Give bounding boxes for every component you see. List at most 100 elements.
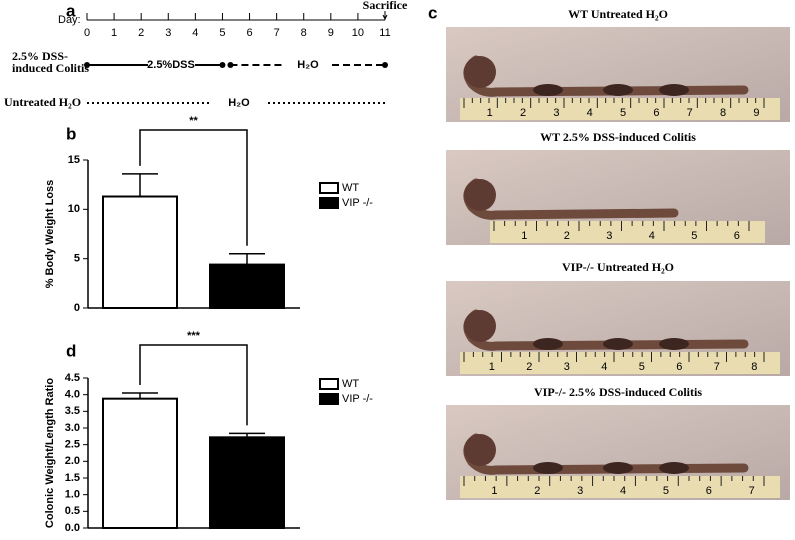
ruler-number: 3 bbox=[606, 230, 612, 242]
error-bar bbox=[229, 432, 265, 438]
y-tick-label: 4.0 bbox=[65, 389, 80, 401]
legend-label: VIP -/- bbox=[342, 393, 373, 405]
ruler bbox=[460, 98, 780, 120]
legend-swatch bbox=[319, 393, 339, 405]
ruler-number: 1 bbox=[487, 107, 493, 119]
bar bbox=[102, 195, 178, 309]
ruler-number: 4 bbox=[601, 361, 607, 373]
ruler-number: 2 bbox=[534, 485, 540, 497]
ruler-number: 5 bbox=[691, 230, 697, 242]
ruler bbox=[490, 221, 765, 243]
fecal-pellet bbox=[659, 338, 689, 350]
error-bar bbox=[229, 252, 265, 265]
phase-dot bbox=[382, 62, 388, 68]
ruler-number: 7 bbox=[749, 485, 755, 497]
y-tick-label: 3.5 bbox=[65, 405, 80, 417]
timeline-day: 9 bbox=[328, 27, 334, 39]
legend-label: WT bbox=[342, 182, 359, 194]
timeline-day: 5 bbox=[219, 27, 225, 39]
cecum bbox=[464, 56, 496, 88]
fecal-pellet bbox=[603, 462, 633, 474]
timeline-day: 3 bbox=[165, 27, 171, 39]
fecal-pellet bbox=[659, 84, 689, 96]
y-tick-label: 2.5 bbox=[65, 439, 80, 451]
ruler-number: 5 bbox=[620, 107, 626, 119]
sacrifice-arrow bbox=[382, 11, 388, 21]
y-tick-label: 15 bbox=[68, 154, 80, 166]
ruler-number: 5 bbox=[639, 361, 645, 373]
ruler-number: 6 bbox=[653, 107, 659, 119]
panel-label: b bbox=[66, 124, 76, 143]
significance-bracket bbox=[139, 344, 248, 426]
y-tick-label: 2.0 bbox=[65, 455, 80, 467]
panel-label: a bbox=[66, 1, 76, 20]
panel-label: c bbox=[428, 3, 437, 22]
day-label: Day: bbox=[58, 14, 81, 26]
sacrifice-label: Sacrifice bbox=[363, 0, 408, 12]
timeline-day: 10 bbox=[352, 27, 364, 39]
ruler-number: 4 bbox=[649, 230, 655, 242]
timeline-day: 11 bbox=[379, 27, 390, 39]
cecum bbox=[464, 434, 496, 466]
row-label: Untreated H₂O bbox=[4, 95, 81, 109]
y-tick-label: 0.0 bbox=[65, 522, 80, 534]
ruler-number: 6 bbox=[706, 485, 712, 497]
timeline-day: 1 bbox=[111, 27, 117, 39]
ruler-number: 5 bbox=[663, 485, 669, 497]
bar bbox=[209, 263, 285, 310]
timeline-day: 6 bbox=[246, 27, 252, 39]
error-bar bbox=[122, 173, 158, 197]
legend-label: VIP -/- bbox=[342, 197, 373, 209]
y-tick-label: 4.5 bbox=[65, 372, 80, 384]
legend-swatch bbox=[319, 197, 339, 209]
ruler-number: 6 bbox=[734, 230, 740, 242]
ruler-number: 1 bbox=[521, 230, 527, 242]
fecal-pellet bbox=[533, 338, 563, 350]
ruler-number: 3 bbox=[564, 361, 570, 373]
timeline-day: 0 bbox=[84, 27, 90, 39]
ruler-number: 2 bbox=[564, 230, 570, 242]
fecal-pellet bbox=[533, 84, 563, 96]
ruler-number: 3 bbox=[553, 107, 559, 119]
phase-dot bbox=[84, 62, 90, 68]
significance-label: *** bbox=[187, 330, 201, 342]
ruler-number: 3 bbox=[577, 485, 583, 497]
timeline-day: 8 bbox=[301, 27, 307, 39]
y-tick-label: 10 bbox=[68, 203, 80, 215]
photo-title: WT Untreated H₂O bbox=[568, 7, 668, 21]
timeline-day: 2 bbox=[138, 27, 144, 39]
ruler-number: 8 bbox=[751, 361, 757, 373]
ruler bbox=[460, 476, 780, 498]
y-tick-label: 0 bbox=[74, 302, 80, 314]
ruler-number: 2 bbox=[526, 361, 532, 373]
y-tick-label: 0.5 bbox=[65, 505, 80, 517]
fecal-pellet bbox=[533, 462, 563, 474]
photo-title: VIP-/- 2.5% DSS-induced Colitis bbox=[534, 385, 702, 399]
photo-title: VIP-/- Untreated H₂O bbox=[562, 260, 674, 274]
ruler bbox=[460, 352, 780, 374]
ruler-number: 8 bbox=[720, 107, 726, 119]
row-label: induced Colitis bbox=[12, 61, 89, 75]
y-tick-label: 1.5 bbox=[65, 472, 80, 484]
ruler-number: 2 bbox=[520, 107, 526, 119]
phase-dot bbox=[227, 62, 234, 68]
cecum bbox=[464, 179, 496, 211]
phase-label: H₂O bbox=[297, 59, 319, 71]
y-axis-label: Colonic Weight/Length Ratio bbox=[44, 378, 56, 528]
y-tick-label: 3.0 bbox=[65, 422, 80, 434]
fecal-pellet bbox=[659, 462, 689, 474]
ruler-number: 7 bbox=[687, 107, 693, 119]
ruler-number: 1 bbox=[489, 361, 495, 373]
y-axis-label: % Body Weight Loss bbox=[44, 180, 56, 289]
cecum bbox=[464, 310, 496, 342]
ruler-number: 4 bbox=[620, 485, 626, 497]
ruler-number: 7 bbox=[714, 361, 720, 373]
photo-title: WT 2.5% DSS-induced Colitis bbox=[540, 130, 696, 144]
bar bbox=[209, 436, 285, 530]
timeline-day: 4 bbox=[192, 27, 198, 39]
timeline-day: 7 bbox=[274, 27, 280, 39]
phase-label: H₂O bbox=[228, 97, 250, 109]
significance-label: ** bbox=[189, 115, 198, 127]
fecal-pellet bbox=[603, 84, 633, 96]
